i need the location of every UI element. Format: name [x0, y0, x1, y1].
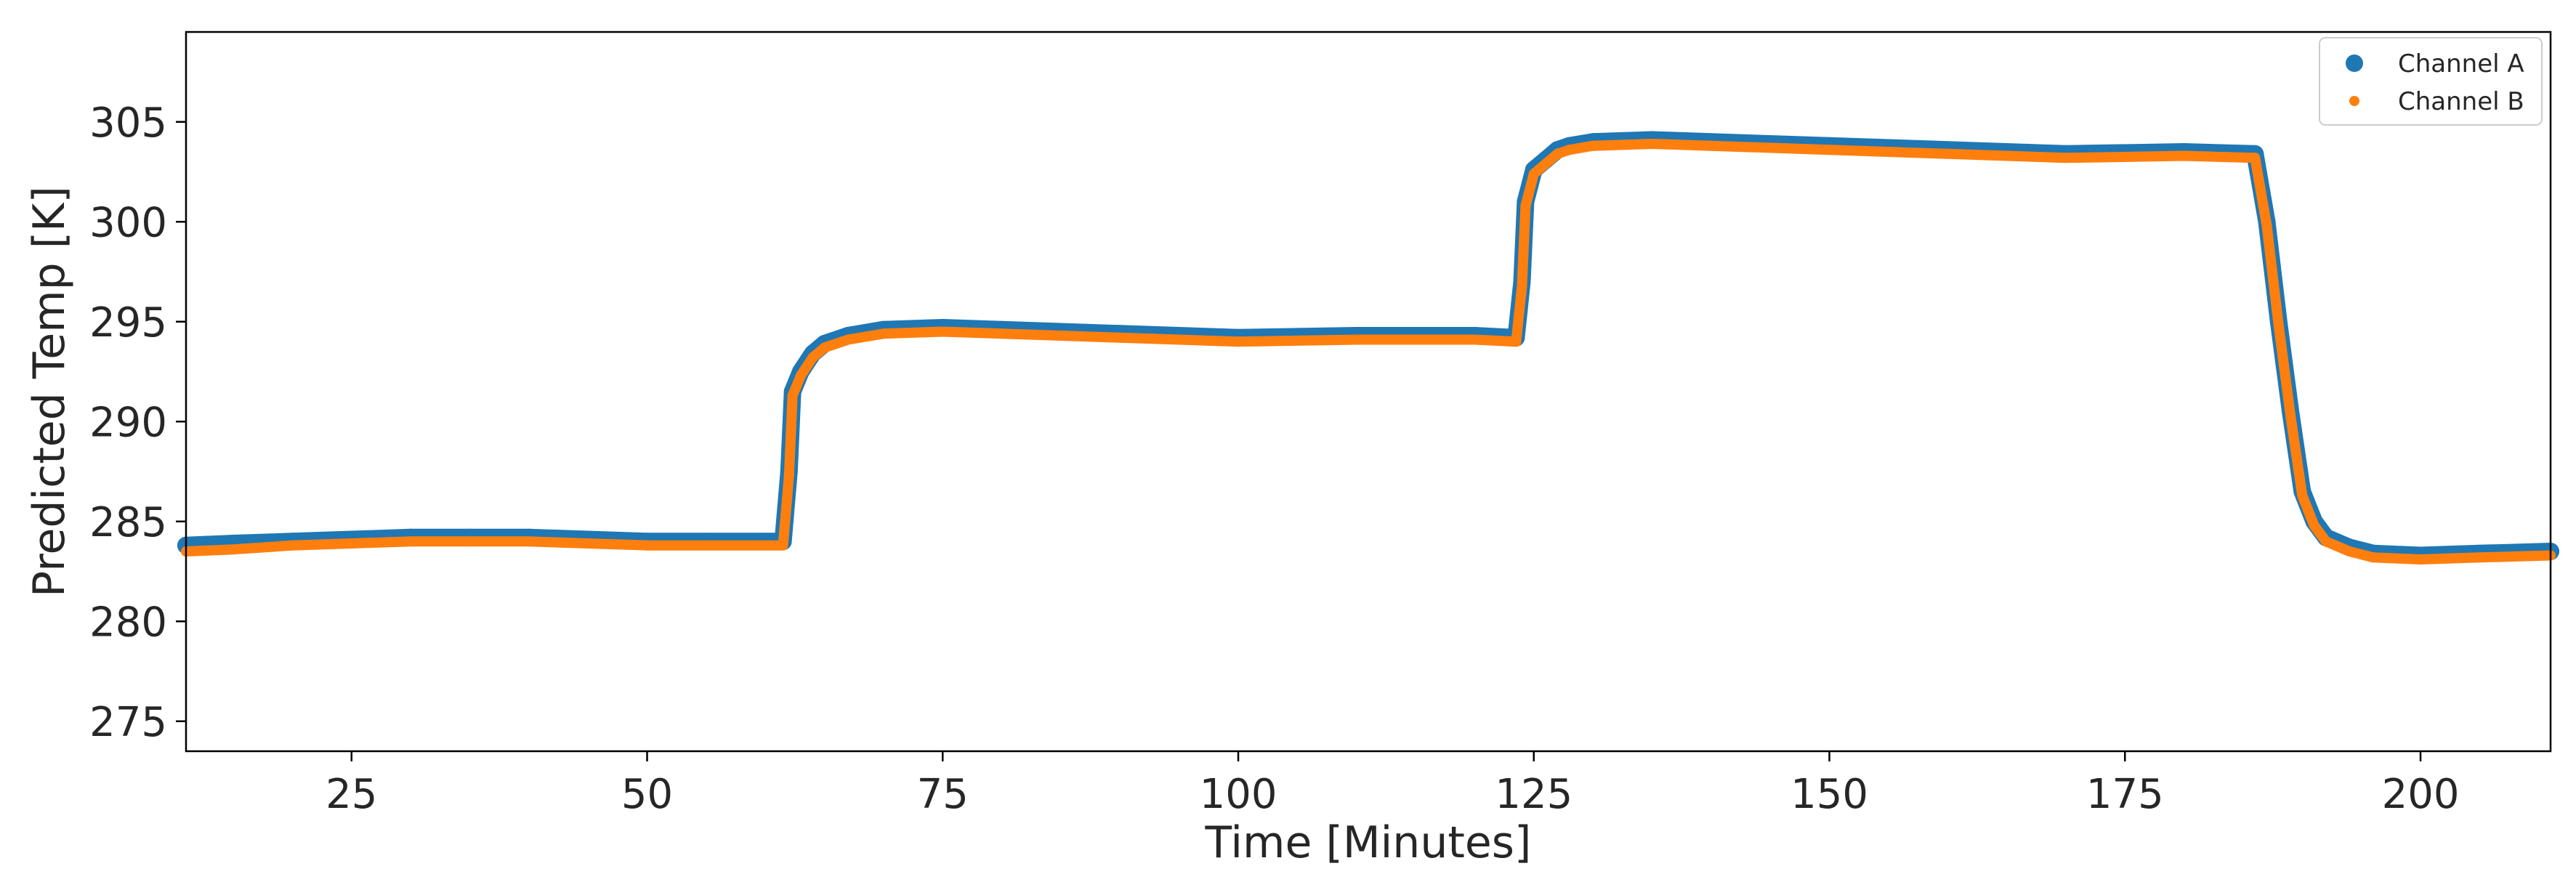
x-axis-label: Time [Minutes]	[1205, 817, 1532, 868]
data-point-channel-b	[1351, 334, 1362, 345]
data-point-channel-b	[1824, 145, 1835, 155]
data-point-channel-b	[878, 328, 889, 339]
data-point-channel-b	[583, 538, 594, 549]
y-tick-label: 275	[89, 699, 167, 746]
data-point-channel-b	[228, 544, 239, 555]
data-point-channel-b	[523, 536, 534, 547]
data-point-channel-b	[346, 538, 357, 549]
y-axis: 275 280 285 290 295 300 305	[89, 100, 186, 746]
data-point-channel-b	[642, 540, 653, 551]
legend-label-channel-b: Channel B	[2398, 87, 2524, 116]
data-point-channel-b	[2297, 490, 2308, 501]
y-tick-label: 295	[89, 299, 167, 347]
x-tick-label: 125	[1495, 771, 1572, 818]
data-point-channel-b	[2179, 150, 2189, 161]
data-point-channel-b	[2368, 552, 2378, 563]
x-tick-label: 75	[917, 771, 969, 818]
data-point-channel-b	[1552, 148, 1563, 159]
data-point-channel-b	[807, 352, 818, 363]
data-point-channel-b	[1564, 145, 1575, 155]
data-point-channel-b	[2309, 520, 2319, 531]
data-point-channel-b	[2261, 220, 2272, 231]
data-point-channel-b	[783, 470, 794, 481]
data-point-channel-b	[2250, 153, 2261, 163]
data-point-channel-b	[405, 536, 416, 547]
data-point-channel-b	[2273, 320, 2284, 331]
y-axis-label: Predicted Temp [K]	[24, 186, 75, 597]
y-tick-label: 300	[89, 199, 167, 246]
y-tick-label: 290	[89, 399, 167, 446]
data-point-channel-b	[778, 540, 788, 551]
data-point-channel-b	[843, 334, 854, 345]
plot-frame	[185, 31, 2552, 753]
legend-frame	[2319, 37, 2543, 126]
x-tick-label: 150	[1790, 771, 1868, 818]
data-point-channel-b	[1647, 139, 1658, 149]
data-point-channel-b	[2344, 546, 2355, 557]
x-tick-label: 200	[2382, 771, 2460, 818]
data-point-channel-b	[287, 540, 298, 551]
x-tick-label: 100	[1200, 771, 1277, 818]
legend-marker-channel-a	[2346, 54, 2363, 72]
data-point-channel-b	[1520, 201, 1531, 211]
data-point-channel-b	[760, 540, 771, 551]
data-point-channel-b	[787, 390, 798, 401]
data-point-channel-b	[2285, 410, 2296, 421]
legend: Channel A Channel B	[2319, 37, 2543, 126]
data-point-channel-b	[1528, 169, 1539, 179]
data-point-channel-b	[937, 326, 948, 337]
data-point-channel-b	[996, 328, 1007, 339]
x-tick-label: 175	[2086, 771, 2164, 818]
data-point-channel-b	[819, 342, 830, 353]
data-point-channel-b	[1517, 280, 1527, 291]
data-point-channel-b	[2415, 554, 2426, 565]
data-point-channel-b	[1942, 148, 1953, 159]
x-tick-label: 50	[621, 771, 673, 818]
data-point-channel-b	[464, 536, 475, 547]
data-point-channel-b	[1469, 334, 1480, 345]
y-tick-label: 305	[89, 100, 167, 147]
x-axis: 25 50 75 100 125 150 175 200	[326, 751, 2459, 818]
data-point-channel-b	[1541, 158, 1551, 169]
data-point-channel-b	[1705, 140, 1716, 151]
data-point-channel-b	[1115, 332, 1126, 343]
legend-marker-channel-b	[2349, 96, 2359, 106]
data-point-channel-b	[2060, 153, 2071, 163]
series-layer	[177, 131, 2559, 565]
data-point-channel-b	[2320, 536, 2331, 547]
data-point-channel-b	[1588, 140, 1599, 151]
data-point-channel-b	[2474, 552, 2485, 563]
data-point-channel-b	[700, 540, 711, 551]
y-tick-label: 280	[89, 599, 167, 646]
data-point-channel-b	[1511, 336, 1522, 347]
y-tick-label: 285	[89, 499, 167, 546]
legend-label-channel-a: Channel A	[2398, 49, 2524, 78]
data-point-channel-b	[1233, 336, 1243, 347]
data-point-channel-b	[796, 371, 806, 381]
x-tick-label: 25	[326, 771, 377, 818]
